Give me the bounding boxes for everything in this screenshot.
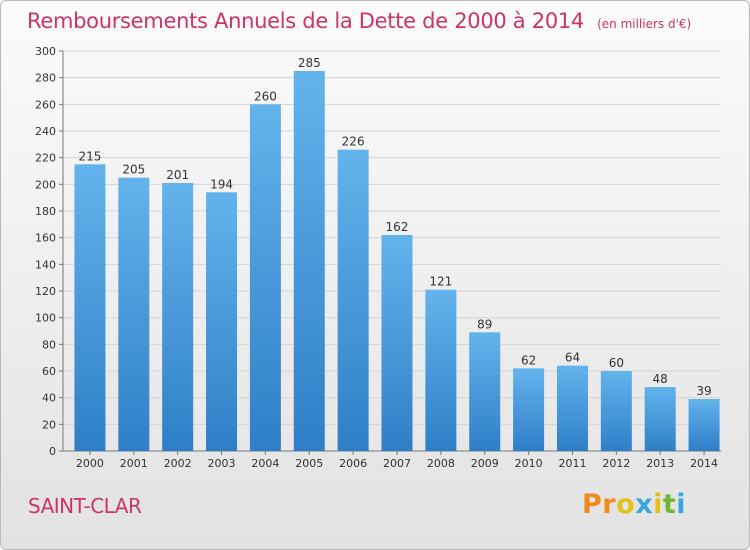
bar-value-label: 215 <box>78 149 101 163</box>
x-tick-label: 2000 <box>76 457 104 470</box>
y-tick-label: 20 <box>42 418 56 431</box>
x-tick-label: 2014 <box>690 457 718 470</box>
x-tick-label: 2009 <box>471 457 499 470</box>
bar <box>513 368 545 451</box>
y-tick-label: 80 <box>42 338 56 351</box>
bar-layer <box>74 71 720 452</box>
y-tick-label: 120 <box>35 285 56 298</box>
x-tick-label: 2011 <box>558 457 586 470</box>
bar <box>600 371 632 451</box>
bar <box>556 365 588 451</box>
bar <box>293 71 325 451</box>
logo-letter: x <box>635 489 654 520</box>
bar-value-label: 60 <box>609 356 624 370</box>
bar-value-label: 48 <box>653 372 668 386</box>
bar <box>469 332 501 451</box>
logo-letter: o <box>616 489 636 520</box>
bar <box>206 192 238 452</box>
bar-value-label: 205 <box>122 163 145 177</box>
bar <box>644 387 676 451</box>
y-tick-label: 220 <box>35 152 56 165</box>
logo-letter: t <box>662 489 677 520</box>
logo-letter: i <box>653 489 663 520</box>
bar <box>688 399 720 451</box>
x-tick-label: 2003 <box>208 457 236 470</box>
bar-value-label: 121 <box>429 275 452 289</box>
x-tick-label: 2005 <box>295 457 323 470</box>
chart-title: Remboursements Annuels de la Dette de 20… <box>27 9 584 33</box>
bar-value-label: 194 <box>210 177 233 191</box>
bar <box>249 104 281 451</box>
bar-value-label: 39 <box>696 384 711 398</box>
bar <box>337 149 369 451</box>
chart-unit: (en milliers d'€) <box>597 17 692 31</box>
bar <box>425 289 457 451</box>
bar <box>381 235 413 451</box>
y-tick-label: 200 <box>35 178 56 191</box>
x-tick-label: 2002 <box>164 457 192 470</box>
title-block: Remboursements Annuels de la Dette de 20… <box>27 9 691 33</box>
y-tick-label: 260 <box>35 98 56 111</box>
y-tick-label: 280 <box>35 72 56 85</box>
y-tick-label: 0 <box>49 445 56 458</box>
proxiti-logo[interactable]: Proxiti <box>582 489 686 520</box>
y-tick-label: 160 <box>35 232 56 245</box>
x-tick-label: 2010 <box>515 457 543 470</box>
logo-letter: r <box>602 489 617 520</box>
x-tick-label: 2012 <box>602 457 630 470</box>
bar-value-label: 226 <box>342 135 365 149</box>
x-tick-label: 2008 <box>427 457 455 470</box>
y-tick-label: 240 <box>35 125 56 138</box>
bar-value-label: 89 <box>477 317 492 331</box>
bar <box>118 177 150 451</box>
bar-value-label: 285 <box>298 56 321 70</box>
x-tick-label: 2013 <box>646 457 674 470</box>
label-layer: 215 2000 205 2001 201 2002 194 2003 260 2004 285 20… <box>76 56 718 470</box>
x-tick-label: 2001 <box>120 457 148 470</box>
bar-value-label: 162 <box>386 220 409 234</box>
bar-value-label: 62 <box>521 353 536 367</box>
x-tick-label: 2007 <box>383 457 411 470</box>
y-tick-label: 140 <box>35 258 56 271</box>
bar-value-label: 64 <box>565 351 580 365</box>
bar <box>74 164 106 452</box>
logo-letter: i <box>676 489 687 520</box>
bar-value-label: 201 <box>166 168 189 182</box>
y-tick-label: 60 <box>42 365 56 378</box>
y-tick-label: 300 <box>35 45 56 58</box>
y-tick-label: 100 <box>35 312 56 325</box>
bar <box>162 183 194 451</box>
x-tick-label: 2004 <box>251 457 279 470</box>
y-tick-label: 180 <box>35 205 56 218</box>
commune-name: SAINT-CLAR <box>28 494 142 518</box>
x-tick-label: 2006 <box>339 457 367 470</box>
y-tick-label: 40 <box>42 392 56 405</box>
bar-value-label: 260 <box>254 89 277 103</box>
logo-letter: P <box>582 489 603 520</box>
